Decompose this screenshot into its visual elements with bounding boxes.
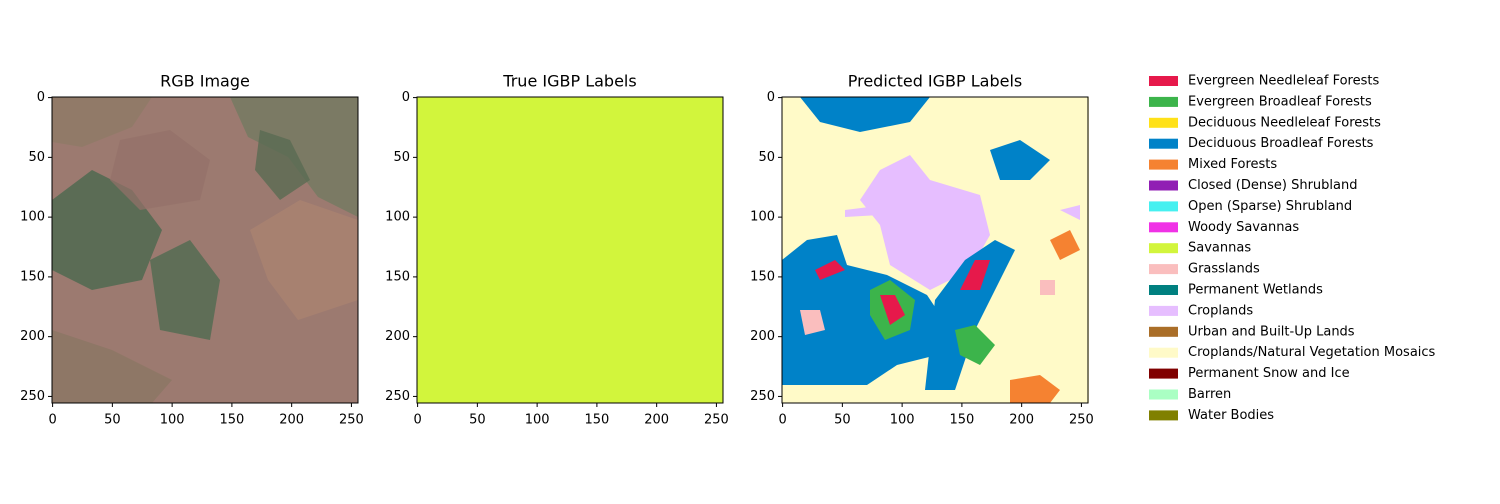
legend-swatch bbox=[1149, 410, 1178, 421]
legend-label: Permanent Wetlands bbox=[1188, 283, 1323, 298]
legend-swatch bbox=[1149, 264, 1178, 275]
legend-label: Deciduous Needleleaf Forests bbox=[1188, 115, 1381, 130]
y-tick-label: 150 bbox=[385, 269, 410, 284]
y-tick-label: 150 bbox=[750, 269, 775, 284]
panel-title: Predicted IGBP Labels bbox=[848, 72, 1023, 91]
x-tick-label: 200 bbox=[1009, 413, 1034, 428]
x-tick-label: 150 bbox=[949, 413, 974, 428]
x-tick-label: 100 bbox=[890, 413, 915, 428]
legend-swatch bbox=[1149, 180, 1178, 191]
legend-label: Evergreen Broadleaf Forests bbox=[1188, 94, 1372, 109]
legend-swatch bbox=[1149, 389, 1178, 400]
legend-swatch bbox=[1149, 222, 1178, 233]
legend-swatch bbox=[1149, 305, 1178, 316]
legend-label: Permanent Snow and Ice bbox=[1188, 366, 1350, 381]
legend-label: Savannas bbox=[1188, 241, 1251, 256]
y-tick-label: 0 bbox=[37, 90, 45, 105]
y-tick-label: 100 bbox=[750, 210, 775, 225]
legend-swatch bbox=[1149, 76, 1178, 86]
x-tick-label: 50 bbox=[104, 413, 121, 428]
y-tick-label: 250 bbox=[750, 389, 775, 404]
y-tick-label: 200 bbox=[20, 329, 45, 344]
legend-label: Woody Savannas bbox=[1188, 220, 1299, 235]
legend-swatch bbox=[1149, 326, 1178, 337]
legend-label: Barren bbox=[1188, 387, 1231, 402]
x-tick-label: 250 bbox=[339, 413, 364, 428]
x-tick-label: 250 bbox=[1069, 413, 1094, 428]
y-tick-label: 0 bbox=[402, 90, 410, 105]
y-tick-label: 200 bbox=[750, 329, 775, 344]
legend-swatch bbox=[1149, 201, 1178, 212]
x-tick-label: 100 bbox=[160, 413, 185, 428]
legend-swatch bbox=[1149, 159, 1178, 170]
legend-label: Open (Sparse) Shrubland bbox=[1188, 199, 1352, 214]
y-tick-label: 50 bbox=[758, 150, 775, 165]
legend-label: Closed (Dense) Shrubland bbox=[1188, 178, 1358, 193]
y-tick-label: 150 bbox=[20, 269, 45, 284]
legend-swatch bbox=[1149, 347, 1178, 358]
x-tick-label: 0 bbox=[778, 413, 786, 428]
x-tick-label: 200 bbox=[644, 413, 669, 428]
y-tick-label: 250 bbox=[385, 389, 410, 404]
legend-label: Evergreen Needleleaf Forests bbox=[1188, 74, 1379, 89]
true-label-map bbox=[417, 97, 723, 403]
panel-title: RGB Image bbox=[160, 72, 250, 91]
x-tick-label: 50 bbox=[834, 413, 851, 428]
legend-swatch bbox=[1149, 285, 1178, 295]
y-tick-label: 200 bbox=[385, 329, 410, 344]
legend-swatch bbox=[1149, 96, 1178, 107]
x-tick-label: 150 bbox=[219, 413, 244, 428]
x-tick-label: 0 bbox=[413, 413, 421, 428]
y-tick-label: 50 bbox=[393, 150, 410, 165]
y-tick-label: 100 bbox=[385, 210, 410, 225]
panel-title: True IGBP Labels bbox=[502, 72, 636, 91]
x-tick-label: 0 bbox=[48, 413, 56, 428]
axes-frame bbox=[781, 96, 1089, 404]
legend-label: Urban and Built-Up Lands bbox=[1188, 324, 1355, 339]
x-tick-label: 50 bbox=[469, 413, 486, 428]
y-tick-label: 50 bbox=[28, 150, 45, 165]
legend-label: Grasslands bbox=[1188, 262, 1260, 277]
y-tick-label: 0 bbox=[767, 90, 775, 105]
rgb-image bbox=[52, 97, 358, 403]
legend-label: Croplands/Natural Vegetation Mosaics bbox=[1188, 345, 1436, 360]
x-tick-label: 250 bbox=[704, 413, 729, 428]
legend-swatch bbox=[1149, 368, 1178, 379]
x-tick-label: 200 bbox=[279, 413, 304, 428]
legend-swatch bbox=[1149, 243, 1178, 254]
x-tick-label: 150 bbox=[584, 413, 609, 428]
legend-label: Deciduous Broadleaf Forests bbox=[1188, 136, 1374, 151]
predicted-label-map bbox=[782, 97, 1089, 403]
legend-label: Mixed Forests bbox=[1188, 157, 1277, 172]
legend-swatch bbox=[1149, 138, 1178, 149]
legend-label: Water Bodies bbox=[1188, 408, 1274, 423]
y-tick-label: 100 bbox=[20, 210, 45, 225]
axes-frame bbox=[416, 96, 724, 404]
legend-label: Croplands bbox=[1188, 303, 1253, 318]
y-tick-label: 250 bbox=[20, 389, 45, 404]
axes-frame bbox=[51, 96, 359, 404]
x-tick-label: 100 bbox=[525, 413, 550, 428]
legend-swatch bbox=[1149, 117, 1178, 128]
